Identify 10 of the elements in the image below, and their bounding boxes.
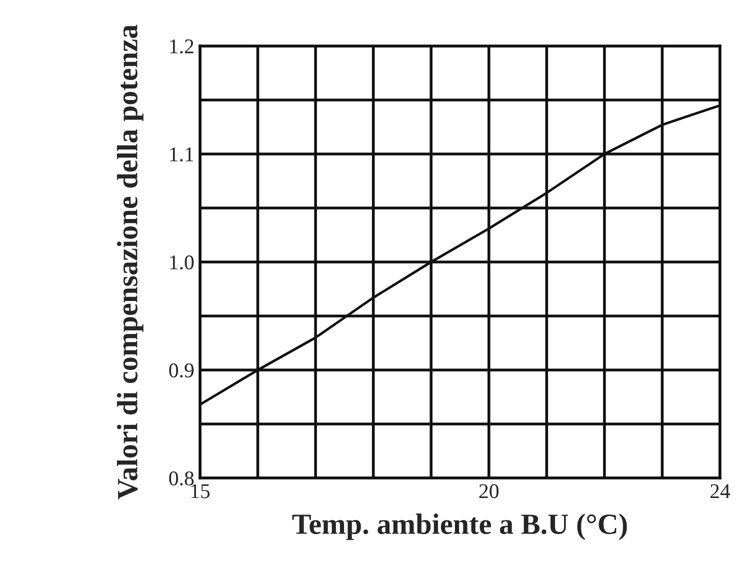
y-tick-label: 1.1 [170, 147, 194, 162]
y-axis-title: Valori di compensazione della potenza [116, 24, 144, 500]
y-tick-label: 1.0 [170, 255, 194, 270]
x-tick-label: 20 [479, 484, 499, 498]
x-tick-label: 15 [191, 484, 210, 498]
y-tick-label: 0.9 [169, 363, 194, 378]
x-axis-title: Temp. ambiente a B.U (°C) [292, 514, 627, 540]
x-tick-label: 24 [710, 484, 730, 498]
y-tick-label: 0.8 [169, 471, 194, 486]
y-tick-label: 1.2 [170, 39, 194, 54]
